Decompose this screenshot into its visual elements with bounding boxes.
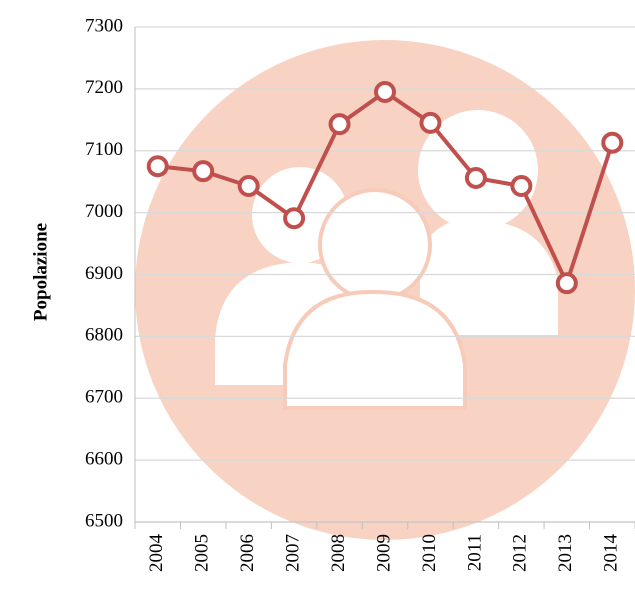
y-tick-label: 6900 (85, 263, 123, 284)
x-tick-label: 2013 (555, 534, 576, 572)
x-tick-label: 2009 (373, 534, 394, 572)
y-tick-label: 6800 (85, 325, 123, 346)
y-tick-label: 6700 (85, 387, 123, 408)
x-tick-label: 2004 (146, 534, 167, 573)
chart: Popolazione 6500 6600 6700 6800 6900 7000 7100… (0, 0, 635, 592)
x-tick-label: 2006 (237, 534, 258, 572)
marker (149, 157, 167, 175)
y-tick-label: 7200 (85, 77, 123, 98)
y-tick-label: 6600 (85, 448, 123, 469)
marker (285, 209, 303, 227)
y-tick-label: 7300 (85, 15, 123, 36)
x-tick-label: 2008 (328, 534, 349, 572)
marker (240, 177, 258, 195)
icon-head (320, 190, 430, 300)
y-tick-label: 6500 (85, 510, 123, 531)
marker (603, 134, 621, 152)
icon-body (285, 292, 465, 408)
x-tick-label: 2014 (601, 534, 622, 573)
marker (512, 177, 530, 195)
marker (194, 162, 212, 180)
y-axis-label: Popolazione (30, 223, 51, 321)
x-tick-label: 2010 (419, 534, 440, 572)
y-tick-label: 7100 (85, 139, 123, 160)
x-tick-label: 2012 (510, 534, 531, 572)
x-tick-label: 2007 (282, 534, 303, 572)
marker (558, 274, 576, 292)
x-tick-label: 2005 (192, 534, 213, 572)
y-tick-label: 7000 (85, 201, 123, 222)
marker (467, 169, 485, 187)
marker (376, 83, 394, 101)
x-tick-label: 2011 (464, 534, 485, 571)
marker (421, 114, 439, 132)
marker (331, 115, 349, 133)
